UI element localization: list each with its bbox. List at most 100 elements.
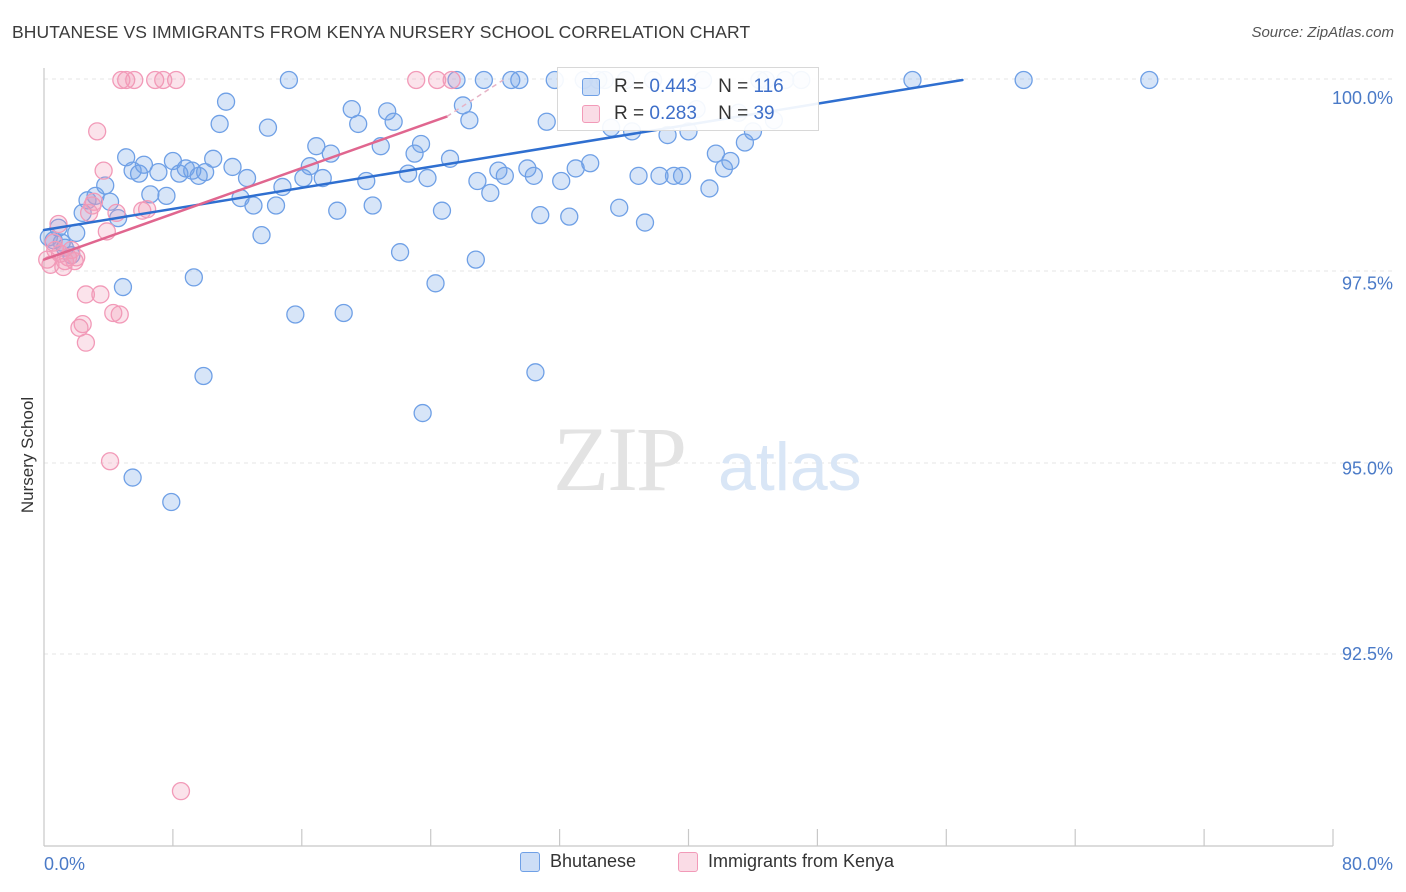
- bhutanese-point: [286, 305, 305, 324]
- legend-r-label: R =: [614, 76, 645, 97]
- kenya-point: [49, 214, 68, 234]
- kenya-point: [91, 285, 110, 304]
- bhutanese-point: [96, 176, 115, 195]
- bhutanese-point: [537, 112, 556, 131]
- y-tick-label: 95.0%: [1342, 459, 1393, 479]
- kenya-point: [73, 314, 92, 334]
- kenya-point: [112, 70, 131, 90]
- x-tick-label-min: 0.0%: [44, 854, 85, 874]
- bhutanese-point: [141, 185, 160, 204]
- y-tick-labels: 92.5% 95.0% 97.5% 100.0%: [1332, 88, 1393, 664]
- bhutanese-point: [413, 403, 432, 423]
- kenya-point: [166, 70, 186, 90]
- bhutanese-point: [129, 164, 149, 183]
- kenya-trend-extension: [446, 79, 504, 118]
- kenya-point: [44, 233, 63, 252]
- bhutanese-point: [405, 144, 424, 163]
- legend-r-value-bhutanese: 0.443: [649, 76, 697, 97]
- bhutanese-point: [258, 118, 278, 137]
- legend-swatch-kenya: [678, 851, 698, 872]
- legend-n-label: N =: [718, 103, 749, 124]
- bhutanese-point: [468, 171, 487, 191]
- bhutanese-point: [1014, 70, 1033, 90]
- bhutanese-point: [495, 166, 514, 185]
- bhutanese-point: [481, 183, 500, 203]
- watermark-zip: ZIP: [553, 408, 685, 510]
- bhutanese-point: [100, 192, 120, 211]
- bhutanese-point: [610, 198, 629, 217]
- bhutanese-point: [460, 111, 479, 130]
- bhutanese-point: [447, 70, 466, 90]
- y-tick-label: 92.5%: [1342, 644, 1393, 664]
- kenya-trend-line: [42, 115, 449, 261]
- kenya-point: [171, 781, 191, 801]
- bhutanese-point: [700, 179, 719, 198]
- y-tick-label: 97.5%: [1342, 273, 1393, 293]
- kenya-point: [76, 285, 96, 304]
- kenya-point: [407, 70, 426, 90]
- kenya-point: [88, 122, 107, 141]
- bhutanese-point: [334, 303, 353, 323]
- bhutanese-point: [650, 166, 669, 185]
- kenya-point: [110, 305, 129, 324]
- bhutanese-point: [113, 277, 133, 297]
- bhutanese-point: [67, 223, 86, 243]
- bhutanese-point: [378, 102, 397, 121]
- bhutanese-point: [524, 166, 543, 185]
- kenya-point: [76, 333, 96, 352]
- chart-source: Source: ZipAtlas.com: [1251, 24, 1394, 41]
- legend-swatch-kenya: [582, 105, 600, 123]
- bhutanese-point: [426, 274, 445, 293]
- bhutanese-point: [510, 70, 529, 90]
- bhutanese-point: [195, 162, 215, 182]
- kenya-point: [84, 192, 104, 211]
- chart-title: BHUTANESE VS IMMIGRANTS FROM KENYA NURSE…: [12, 22, 751, 42]
- bhutanese-point: [418, 168, 437, 188]
- bhutanese-point: [721, 151, 740, 171]
- legend-n-value-bhutanese: 116: [753, 76, 784, 97]
- kenya-point: [94, 161, 113, 180]
- series-kenya-points: [38, 70, 461, 801]
- x-tick-label-max: 80.0%: [1342, 854, 1393, 874]
- bhutanese-point: [210, 114, 229, 134]
- bhutanese-point: [363, 196, 382, 215]
- legend-label-bhutanese: Bhutanese: [550, 851, 637, 871]
- bhutanese-point: [518, 159, 537, 178]
- legend-swatch-bhutanese: [520, 851, 540, 872]
- bhutanese-point: [123, 468, 142, 487]
- legend-r-label: R =: [614, 103, 645, 124]
- bhutanese-point: [237, 168, 257, 188]
- bhutanese-point: [162, 492, 181, 512]
- series-legend: Bhutanese Immigrants from Kenya: [0, 851, 1406, 879]
- bhutanese-point: [432, 201, 452, 220]
- kenya-point: [154, 70, 173, 90]
- bhutanese-point: [398, 164, 418, 183]
- bhutanese-point: [390, 243, 410, 262]
- bhutanese-point: [204, 149, 223, 168]
- kenya-point: [442, 70, 461, 90]
- correlation-legend: R = 0.443 N = 116 R = 0.283 N = 39: [557, 67, 819, 131]
- bhutanese-point: [307, 137, 326, 156]
- bhutanese-point: [384, 112, 403, 131]
- x-ticks: [172, 829, 1334, 846]
- bhutanese-point: [1140, 70, 1159, 90]
- bhutanese-point: [157, 186, 176, 206]
- bhutanese-point: [349, 114, 368, 134]
- bhutanese-point: [252, 225, 271, 245]
- bhutanese-trend-line: [42, 78, 964, 232]
- bhutanese-point: [706, 144, 726, 163]
- bhutanese-point: [474, 70, 494, 90]
- legend-item-bhutanese[interactable]: Bhutanese: [520, 851, 636, 872]
- legend-swatch-bhutanese: [582, 78, 600, 96]
- legend-item-kenya[interactable]: Immigrants from Kenya: [678, 851, 894, 872]
- bhutanese-point: [714, 159, 734, 178]
- bhutanese-point: [313, 168, 332, 188]
- bhutanese-point: [531, 205, 550, 225]
- kenya-point: [100, 452, 120, 471]
- axes: [43, 68, 1333, 847]
- bhutanese-point: [466, 250, 485, 269]
- bhutanese-point: [184, 268, 203, 287]
- kenya-point: [104, 303, 123, 323]
- bhutanese-point: [411, 134, 431, 154]
- bhutanese-point: [581, 154, 600, 173]
